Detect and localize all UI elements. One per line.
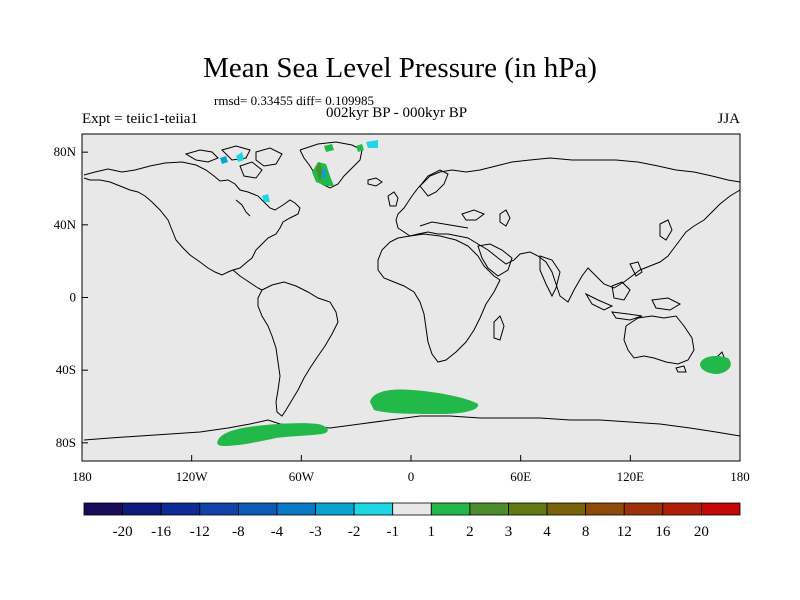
coast-arabia	[477, 243, 513, 277]
colorbar-label: 3	[505, 524, 513, 540]
anomaly-blue-1	[220, 156, 228, 164]
coast-java	[610, 311, 643, 321]
experiment-label: Expt = teiic1-teiia1	[82, 111, 198, 127]
coast-hudson	[235, 199, 251, 217]
colorbar-swatch	[701, 502, 741, 516]
colorbar-swatch	[508, 502, 548, 516]
colorbar-label: -2	[348, 524, 361, 540]
colorbar-label: 1	[428, 524, 436, 540]
colorbar-label: 16	[655, 524, 671, 540]
lat-tick-label: 40S	[56, 362, 76, 377]
anomaly-cyan-3	[262, 194, 270, 202]
coast-australia	[623, 315, 695, 365]
lon-tick-label: 120W	[176, 469, 209, 484]
colorbar-label: 20	[694, 524, 709, 540]
coast-arctic-island-2	[221, 145, 251, 161]
colorbar-label: 12	[617, 524, 632, 540]
colorbar-swatch	[623, 502, 664, 516]
period-label: 002kyr BP - 000kyr BP	[326, 105, 468, 121]
latitude-axis: 80N 40N 0 40S 80S	[54, 144, 88, 450]
coast-britain	[387, 191, 399, 207]
anomaly-blue-2	[322, 168, 326, 178]
coast-caspian	[499, 209, 511, 227]
coast-arctic-island-1	[184, 149, 219, 163]
anomaly-antarctic	[217, 423, 328, 446]
coast-africa	[377, 233, 501, 363]
coast-sumatra	[584, 292, 614, 311]
coast-borneo	[611, 281, 631, 301]
anomaly-cyan-1	[366, 140, 378, 148]
coast-japan	[659, 219, 673, 241]
season-label: JJA	[717, 111, 740, 127]
colorbar-swatch	[276, 502, 316, 516]
colorbar-swatch	[199, 502, 239, 516]
colorbar-swatch	[122, 502, 162, 516]
colorbar-label: -12	[190, 524, 210, 540]
colorbar-swatch	[83, 502, 123, 516]
colorbar: -20 -16 -12 -8 -4 -3 -2 -1 1 2 3 4 8 12 16 20	[83, 502, 741, 540]
colorbar-swatch	[546, 502, 587, 516]
anomaly-greenland-olive	[316, 162, 322, 182]
anomaly-regions	[217, 140, 731, 446]
coast-scandinavia	[419, 169, 449, 197]
anomaly-cyan-2	[236, 152, 244, 162]
longitude-axis: 180 120W 60W 0 60E 120E 180	[72, 455, 750, 484]
coast-arctic-island-4	[239, 161, 263, 179]
coast-new-guinea	[651, 297, 682, 311]
coast-antarctica	[83, 415, 741, 441]
colorbar-label: -20	[113, 524, 133, 540]
anomaly-greenland-ne	[356, 144, 364, 152]
coast-black-sea	[461, 209, 486, 221]
coast-iceland	[367, 177, 383, 187]
coast-central-america	[232, 269, 263, 291]
lat-tick-label: 40N	[54, 217, 77, 232]
coast-mediterranean	[419, 221, 469, 229]
coast-tasmania	[675, 365, 687, 373]
stats-label: rmsd= 0.33455 diff= 0.109985	[214, 93, 374, 108]
coast-arctic-island-3	[255, 147, 283, 167]
anomaly-south-atlantic	[370, 389, 479, 414]
coast-south-america	[257, 281, 339, 417]
coast-philippines	[629, 261, 643, 277]
coast-eurasia	[395, 157, 741, 303]
colorbar-swatch	[430, 502, 471, 516]
coastlines	[83, 141, 741, 441]
lon-tick-label: 180	[72, 469, 92, 484]
colorbar-label: -16	[151, 524, 171, 540]
anomaly-greenland-north	[324, 144, 334, 152]
anomaly-tasman	[700, 356, 731, 374]
map-title: Mean Sea Level Pressure (in hPa)	[203, 52, 597, 84]
colorbar-swatch	[353, 502, 394, 516]
colorbar-swatch	[392, 502, 432, 516]
colorbar-swatch	[469, 502, 509, 516]
coast-madagascar	[493, 315, 505, 341]
lat-tick-label: 80N	[54, 144, 77, 159]
colorbar-swatch	[585, 502, 625, 516]
lon-tick-label: 180	[730, 469, 750, 484]
lat-tick-label: 0	[70, 290, 77, 305]
colorbar-swatch	[237, 502, 278, 516]
lon-tick-label: 120E	[617, 469, 645, 484]
colorbar-swatch	[160, 502, 201, 516]
coast-greenland	[299, 141, 363, 189]
colorbar-swatch	[662, 502, 702, 516]
coast-india	[539, 255, 561, 298]
colorbar-label: 2	[466, 524, 474, 540]
lon-tick-label: 0	[408, 469, 415, 484]
colorbar-label: -8	[232, 524, 245, 540]
colorbar-label: 8	[582, 524, 590, 540]
colorbar-label: -3	[309, 524, 322, 540]
colorbar-swatch	[315, 502, 355, 516]
colorbar-label: -4	[271, 524, 284, 540]
colorbar-label: -1	[386, 524, 399, 540]
lat-tick-label: 80S	[56, 435, 76, 450]
lon-tick-label: 60W	[289, 469, 315, 484]
colorbar-label: 4	[543, 524, 551, 540]
lon-tick-label: 60E	[510, 469, 531, 484]
coast-north-america	[83, 161, 301, 276]
